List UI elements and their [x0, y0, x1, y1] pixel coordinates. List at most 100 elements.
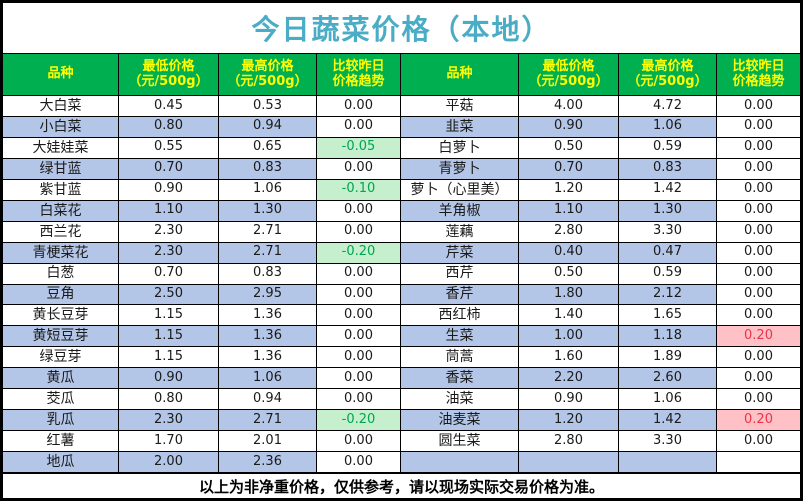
trend-cell: 0.00 [717, 200, 800, 222]
max-price-cell: 1.42 [619, 410, 717, 432]
min-price-cell: 1.10 [119, 200, 219, 222]
min-price-cell: 4.00 [519, 96, 619, 117]
trend-cell: 0.00 [317, 96, 401, 117]
max-price-cell: 1.06 [219, 179, 317, 201]
max-price-cell: 2.36 [219, 452, 317, 473]
vegetable-name-cell: 紫甘蓝 [3, 179, 119, 201]
trend-cell: 0.20 [717, 410, 800, 432]
trend-cell: -0.20 [317, 410, 401, 432]
min-price-cell: 1.15 [119, 347, 219, 369]
trend-cell: 0.00 [317, 200, 401, 222]
max-price-cell: 0.59 [619, 137, 717, 159]
max-price-cell: 1.06 [619, 116, 717, 138]
trend-cell: 0.00 [317, 347, 401, 369]
vegetable-name-cell: 豆角 [3, 284, 119, 306]
max-price-cell: 1.36 [219, 326, 317, 348]
min-price-cell: 0.70 [119, 158, 219, 180]
min-price-cell: 0.90 [519, 116, 619, 138]
vegetable-name-cell: 大娃娃菜 [3, 137, 119, 159]
min-price-cell: 0.80 [119, 389, 219, 411]
vegetable-name-cell: 西兰花 [3, 221, 119, 243]
min-price-cell: 1.20 [519, 410, 619, 432]
trend-column-header: 比较昨日 价格趋势 [717, 54, 800, 96]
max-price-column-header: 最高价格 （元/500g） [619, 54, 717, 96]
min-price-cell: 0.50 [519, 137, 619, 159]
min-price-cell: 0.80 [119, 116, 219, 138]
min-price-cell: 2.30 [119, 242, 219, 264]
variety-column-header: 品种 [3, 54, 119, 96]
vegetable-name-cell: 韭菜 [401, 116, 519, 138]
trend-cell [717, 452, 800, 473]
trend-cell: 0.00 [717, 368, 800, 390]
max-price-cell: 0.65 [219, 137, 317, 159]
trend-cell: 0.00 [717, 284, 800, 306]
max-price-cell: 1.06 [619, 389, 717, 411]
min-price-cell: 0.90 [519, 389, 619, 411]
vegetable-name-cell: 西芹 [401, 263, 519, 285]
trend-cell: 0.00 [717, 347, 800, 369]
trend-cell: 0.00 [717, 221, 800, 243]
min-price-cell [519, 452, 619, 473]
vegetable-name-cell: 青萝卜 [401, 158, 519, 180]
vegetable-name-cell: 绿豆芽 [3, 347, 119, 369]
min-price-cell: 1.15 [119, 326, 219, 348]
min-price-cell: 1.15 [119, 305, 219, 327]
max-price-cell: 2.12 [619, 284, 717, 306]
max-price-cell: 1.30 [619, 200, 717, 222]
min-price-cell: 0.40 [519, 242, 619, 264]
max-price-cell: 1.65 [619, 305, 717, 327]
min-price-cell: 2.30 [119, 221, 219, 243]
vegetable-name-cell: 香芹 [401, 284, 519, 306]
trend-cell: -0.10 [317, 179, 401, 201]
trend-cell: -0.20 [317, 242, 401, 264]
trend-cell: 0.20 [717, 326, 800, 348]
vegetable-name-cell: 黄长豆芽 [3, 305, 119, 327]
vegetable-name-cell: 萝卜（心里美） [401, 179, 519, 201]
trend-cell: 0.00 [717, 305, 800, 327]
vegetable-name-cell: 地瓜 [3, 452, 119, 473]
max-price-cell: 2.71 [219, 242, 317, 264]
trend-cell: 0.00 [717, 116, 800, 138]
max-price-cell: 1.36 [219, 347, 317, 369]
min-price-cell: 0.90 [119, 368, 219, 390]
trend-cell: 0.00 [717, 137, 800, 159]
max-price-cell: 2.71 [219, 221, 317, 243]
max-price-cell: 3.30 [619, 221, 717, 243]
max-price-cell: 1.06 [219, 368, 317, 390]
vegetable-name-cell: 绿甘蓝 [3, 158, 119, 180]
trend-cell: 0.00 [317, 158, 401, 180]
vegetable-name-cell: 平菇 [401, 96, 519, 117]
vegetable-name-cell: 芹菜 [401, 242, 519, 264]
max-price-cell: 1.36 [219, 305, 317, 327]
vegetable-name-cell: 黄短豆芽 [3, 326, 119, 348]
trend-cell: 0.00 [717, 389, 800, 411]
page-title: 今日蔬菜价格（本地） [3, 3, 800, 54]
min-price-column-header: 最低价格 （元/500g） [119, 54, 219, 96]
footer-note: 以上为非净重价格，仅供参考，请以现场实际交易价格为准。 [3, 473, 800, 498]
vegetable-name-cell: 生菜 [401, 326, 519, 348]
min-price-cell: 1.60 [519, 347, 619, 369]
trend-cell: 0.00 [317, 368, 401, 390]
vegetable-name-cell [401, 452, 519, 473]
max-price-cell: 1.30 [219, 200, 317, 222]
min-price-cell: 0.50 [519, 263, 619, 285]
vegetable-name-cell: 西红柿 [401, 305, 519, 327]
vegetable-name-cell: 茼蒿 [401, 347, 519, 369]
trend-cell: 0.00 [317, 431, 401, 453]
max-price-cell: 0.83 [219, 158, 317, 180]
max-price-cell: 4.72 [619, 96, 717, 117]
trend-column-header: 比较昨日 价格趋势 [317, 54, 401, 96]
max-price-cell: 2.01 [219, 431, 317, 453]
trend-cell: 0.00 [317, 284, 401, 306]
min-price-cell: 0.55 [119, 137, 219, 159]
max-price-cell: 0.94 [219, 116, 317, 138]
min-price-cell: 2.30 [119, 410, 219, 432]
min-price-cell: 0.45 [119, 96, 219, 117]
trend-cell: 0.00 [317, 263, 401, 285]
max-price-cell: 1.89 [619, 347, 717, 369]
trend-cell: 0.00 [717, 96, 800, 117]
max-price-cell: 3.30 [619, 431, 717, 453]
vegetable-name-cell: 油麦菜 [401, 410, 519, 432]
trend-cell: 0.00 [317, 452, 401, 473]
min-price-cell: 1.80 [519, 284, 619, 306]
